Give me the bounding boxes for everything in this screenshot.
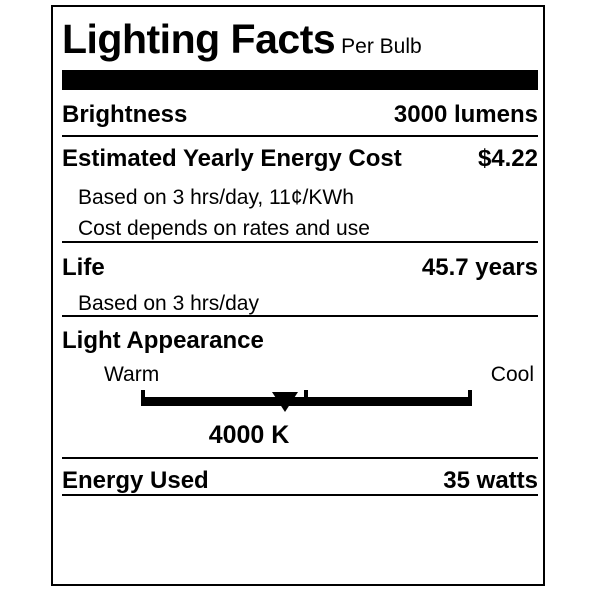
row-brightness: Brightness 3000 lumens — [62, 103, 538, 127]
label-footer-blank-area — [62, 502, 538, 582]
scale-end-cap-warm — [141, 390, 145, 406]
divider-after-brightness — [62, 135, 538, 137]
life-label: Life — [62, 254, 105, 281]
row-energy-used: Energy Used 35 watts — [62, 469, 538, 493]
title-divider-bar — [62, 70, 538, 90]
energy-used-value: 35 watts — [443, 467, 538, 494]
scale-end-cap-cool — [468, 390, 472, 406]
light-appearance-label: Light Appearance — [62, 327, 264, 354]
lighting-facts-label: Lighting Facts Per Bulb Brightness 3000 … — [51, 5, 545, 586]
page-title: Lighting Facts — [62, 16, 336, 62]
energy-used-label: Energy Used — [62, 467, 209, 494]
color-temperature-value: 4000 K — [208, 421, 290, 449]
row-energy-cost: Estimated Yearly Energy Cost $4.22 — [62, 147, 538, 171]
life-note-basis: Based on 3 hrs/day — [78, 292, 259, 315]
divider-after-energy-cost — [62, 241, 538, 243]
divider-after-life — [62, 315, 538, 317]
scale-marker-triangle-icon — [272, 392, 298, 412]
brightness-value: 3000 lumens — [393, 101, 538, 128]
energy-cost-value: $4.22 — [477, 145, 538, 172]
scale-tick-mark — [304, 390, 308, 406]
divider-after-energy-used — [62, 494, 538, 496]
scale-cool-label: Cool — [490, 363, 534, 386]
energy-cost-note-disclaimer: Cost depends on rates and use — [78, 217, 370, 240]
energy-cost-note-basis: Based on 3 hrs/day, 11¢/KWh — [78, 186, 354, 209]
divider-after-light-appearance — [62, 457, 538, 459]
color-temperature-value-wrap: 4000 K — [62, 423, 538, 448]
title-qualifier: Per Bulb — [341, 35, 422, 58]
scale-warm-label: Warm — [104, 363, 160, 386]
label-title-row: Lighting Facts Per Bulb — [62, 19, 538, 60]
life-value: 45.7 years — [421, 254, 538, 281]
energy-cost-label: Estimated Yearly Energy Cost — [62, 145, 402, 172]
row-life: Life 45.7 years — [62, 256, 538, 280]
brightness-label: Brightness — [62, 101, 188, 128]
